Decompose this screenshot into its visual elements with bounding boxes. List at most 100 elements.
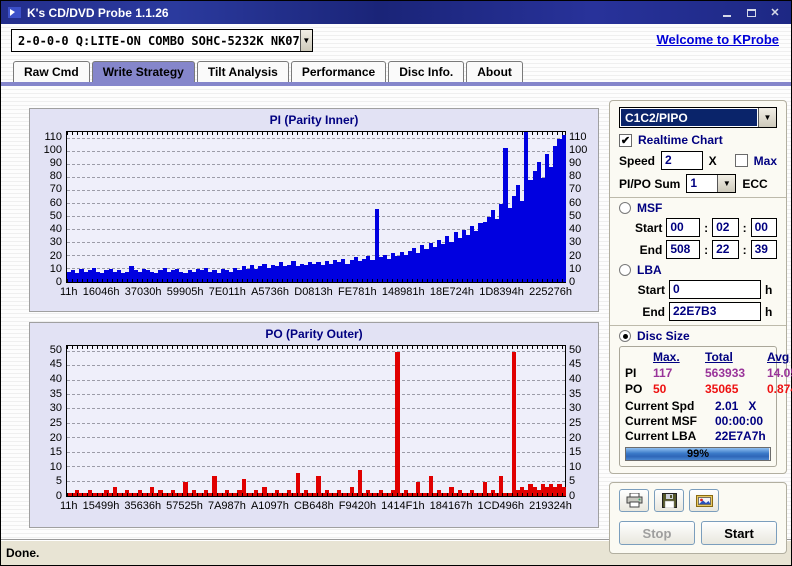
lba-radio[interactable]	[619, 264, 631, 276]
gridline	[67, 466, 565, 468]
chevron-down-icon[interactable]: ▼	[758, 108, 776, 127]
bar	[308, 493, 313, 496]
x-tick-label: 59905h	[166, 286, 204, 298]
chevron-down-icon[interactable]: ▼	[717, 175, 736, 192]
max-speed-checkbox[interactable]: ✔	[734, 154, 748, 167]
msf-radio[interactable]	[619, 202, 631, 214]
lba-end-unit: h	[765, 304, 773, 319]
msf-start-min-input[interactable]: 00	[666, 218, 701, 237]
y-tick-label: 30	[569, 402, 582, 415]
disc-size-radio-row: Disc Size	[619, 329, 777, 343]
bar	[108, 493, 113, 496]
y-tick-label: 0	[569, 490, 576, 502]
bar	[166, 271, 171, 282]
tab-about[interactable]: About	[466, 61, 523, 82]
bar	[229, 493, 234, 496]
bar	[108, 268, 113, 282]
bar	[212, 475, 217, 496]
bar	[287, 490, 292, 496]
msf-end-sec-input[interactable]: 22	[712, 240, 739, 259]
msf-start-sec-input[interactable]: 02	[712, 218, 739, 237]
x-tick-label: A5736h	[251, 286, 289, 298]
speed-input[interactable]: 2	[661, 151, 703, 170]
divider	[610, 197, 786, 198]
bar	[370, 259, 375, 282]
bar	[191, 490, 196, 496]
bar	[204, 267, 209, 282]
bar	[112, 487, 117, 496]
bar	[241, 478, 246, 496]
bar	[91, 267, 97, 282]
floppy-disk-icon	[661, 493, 677, 508]
gridline	[67, 451, 565, 453]
x-tick-label: 7E011h	[208, 286, 246, 298]
po-avg: 0.874	[767, 382, 792, 396]
tab-strip	[1, 82, 791, 86]
bar	[328, 263, 333, 282]
tab-performance[interactable]: Performance	[290, 61, 387, 82]
lba-start-input[interactable]: 0	[669, 280, 761, 299]
tab-write-strategy[interactable]: Write Strategy	[91, 61, 195, 82]
x-tick-label: 148981h	[381, 286, 425, 298]
bar	[125, 490, 130, 496]
bar	[349, 487, 354, 496]
stop-button[interactable]: Stop	[619, 521, 695, 545]
po-chart: PO (Parity Outer) 0 0 5 5 10 10 15 15 20 20 25 25 30…	[29, 322, 599, 528]
bar	[337, 490, 342, 496]
realtime-chart-checkbox[interactable]: ✔	[619, 133, 632, 147]
welcome-link[interactable]: Welcome to KProbe	[656, 32, 779, 47]
gridline	[67, 150, 565, 152]
bar	[212, 270, 217, 282]
gridline	[67, 215, 565, 217]
msf-end-frame-input[interactable]: 39	[750, 240, 777, 259]
msf-separator: :	[742, 220, 747, 235]
bar	[154, 493, 159, 496]
bar	[457, 237, 462, 282]
y-tick-label: 100	[43, 143, 62, 156]
mode-selector[interactable]: C1C2/PIPO ▼	[619, 107, 777, 128]
bar	[461, 493, 466, 496]
lba-end-input[interactable]: 22E7B3	[669, 302, 761, 321]
bar	[436, 490, 442, 496]
start-button[interactable]: Start	[701, 521, 777, 545]
close-icon[interactable]: ✕	[770, 7, 780, 19]
app-icon	[8, 7, 21, 18]
tab-raw-cmd[interactable]: Raw Cmd	[13, 61, 90, 82]
msf-end-row: End 508 : 22 : 39	[631, 240, 777, 259]
bar	[158, 270, 163, 282]
bar	[79, 493, 84, 496]
msf-end-min-input[interactable]: 508	[666, 240, 701, 259]
bar	[233, 493, 238, 496]
minimize-icon[interactable]	[718, 6, 736, 20]
maximize-icon[interactable]	[742, 6, 760, 20]
tab-disc-info[interactable]: Disc Info.	[388, 61, 465, 82]
print-button[interactable]	[619, 489, 649, 512]
drive-selector[interactable]: 2-0-0-0 Q:LITE-ON COMBO SOHC-5232K NK07 …	[11, 29, 313, 52]
bar	[295, 472, 300, 496]
bar	[524, 132, 529, 282]
bar	[453, 232, 458, 282]
y-tick-label: 40	[569, 373, 582, 386]
bar	[411, 493, 417, 496]
bar	[100, 272, 105, 282]
bar	[83, 271, 88, 282]
tab-tilt-analysis[interactable]: Tilt Analysis	[196, 61, 289, 82]
bar	[320, 265, 325, 282]
bar	[258, 493, 263, 496]
pipo-sum-selector[interactable]: 1 ▼	[686, 174, 737, 193]
disc-size-radio[interactable]	[619, 330, 631, 342]
chevron-down-icon[interactable]: ▼	[299, 30, 312, 51]
save-button[interactable]	[654, 489, 684, 512]
x-tick-label: FE781h	[338, 286, 377, 298]
bar	[540, 484, 545, 496]
gridline	[67, 241, 565, 243]
bar	[187, 270, 192, 282]
bar	[71, 493, 76, 496]
save-image-button[interactable]	[689, 489, 719, 512]
bar	[125, 271, 130, 282]
bar	[345, 493, 350, 496]
bar	[299, 493, 304, 496]
drive-selector-value: 2-0-0-0 Q:LITE-ON COMBO SOHC-5232K NK07	[18, 33, 300, 48]
bar	[470, 225, 475, 282]
msf-start-frame-input[interactable]: 00	[750, 218, 777, 237]
